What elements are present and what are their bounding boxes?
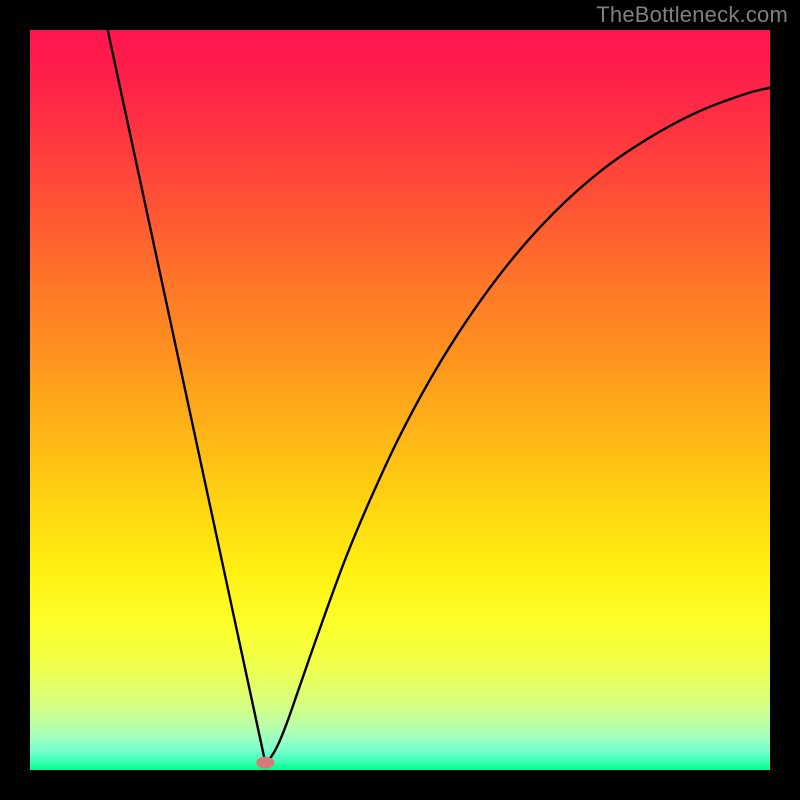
optimum-marker (256, 757, 274, 769)
watermark-text: TheBottleneck.com (596, 2, 788, 28)
gradient-background (30, 30, 770, 770)
chart-frame: TheBottleneck.com (0, 0, 800, 800)
plot-slot (30, 30, 770, 770)
bottleneck-chart (30, 30, 770, 770)
